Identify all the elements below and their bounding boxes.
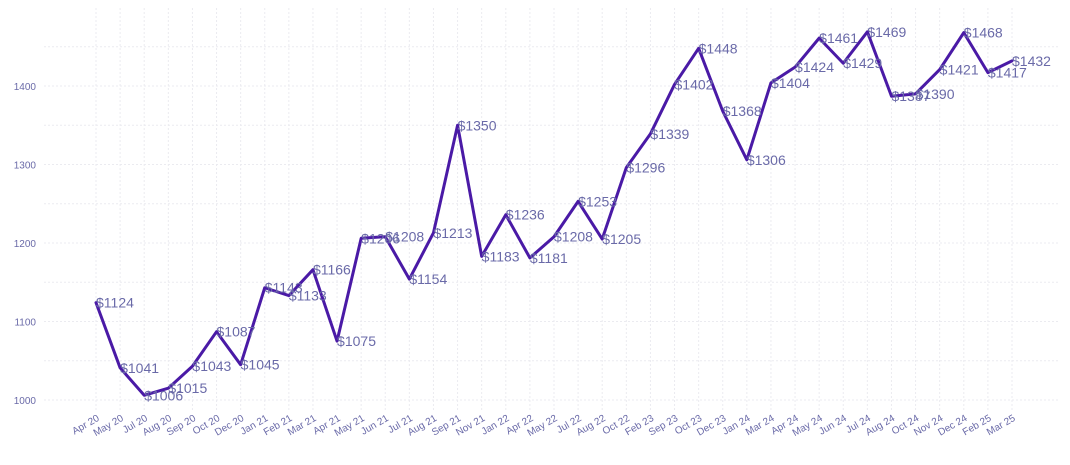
data-label: $1461 [819,30,858,46]
data-label: $1387 [891,88,930,104]
y-tick-label: 1300 [14,161,37,172]
data-label: $1015 [168,380,207,396]
y-tick-label: 1000 [14,396,37,407]
data-label: $1183 [482,248,520,264]
data-label: $1421 [940,62,979,78]
y-tick-label: 1400 [14,82,37,93]
data-label: $1253 [578,193,617,209]
y-axis: 1000 1100 1200 1300 1400 [14,82,37,407]
data-label: $1208 [554,229,593,245]
data-label: $1417 [988,65,1027,81]
series-line [94,30,1014,397]
data-labels: $1124 $1041 $1006$1015 $1043 $1087 $1045 $1143… [96,24,1051,403]
data-label: $1154 [409,271,447,287]
data-label: $1087 [217,324,256,340]
data-label: $1041 [120,360,159,376]
data-label: $1043 [192,358,231,374]
y-tick-label: 1100 [14,318,36,329]
data-label: $1075 [337,333,376,349]
data-label: $1296 [626,160,665,176]
data-label: $1124 [96,295,134,311]
data-label: $1424 [795,59,834,75]
data-label: $1143 [265,280,303,296]
data-label: $1432 [1012,53,1051,69]
data-label: $1045 [241,357,280,373]
data-label: $1213 [433,225,472,241]
data-label: $1448 [699,40,738,56]
data-label: $1166 [313,262,351,278]
data-label: $1133 [289,288,327,304]
data-label: $1181 [530,250,568,266]
data-label: $1390 [916,86,955,102]
data-label: $1350 [458,117,497,133]
data-label: $1469 [867,24,906,40]
data-label: $1429 [843,55,882,71]
y-tick-label: 1200 [14,239,37,250]
data-label: $1404 [771,75,810,91]
data-label: $1208 [385,229,424,245]
data-label: $1339 [650,126,689,142]
grid [44,8,1058,410]
data-label: $1402 [675,76,714,92]
data-label: $1236 [506,207,545,223]
data-label: $1206 [361,230,400,246]
data-label: $1306 [747,152,786,168]
data-label: $1205 [602,231,641,247]
data-label: $1368 [723,103,762,119]
data-label: $1468 [964,25,1003,41]
data-label: $1006 [144,387,183,403]
